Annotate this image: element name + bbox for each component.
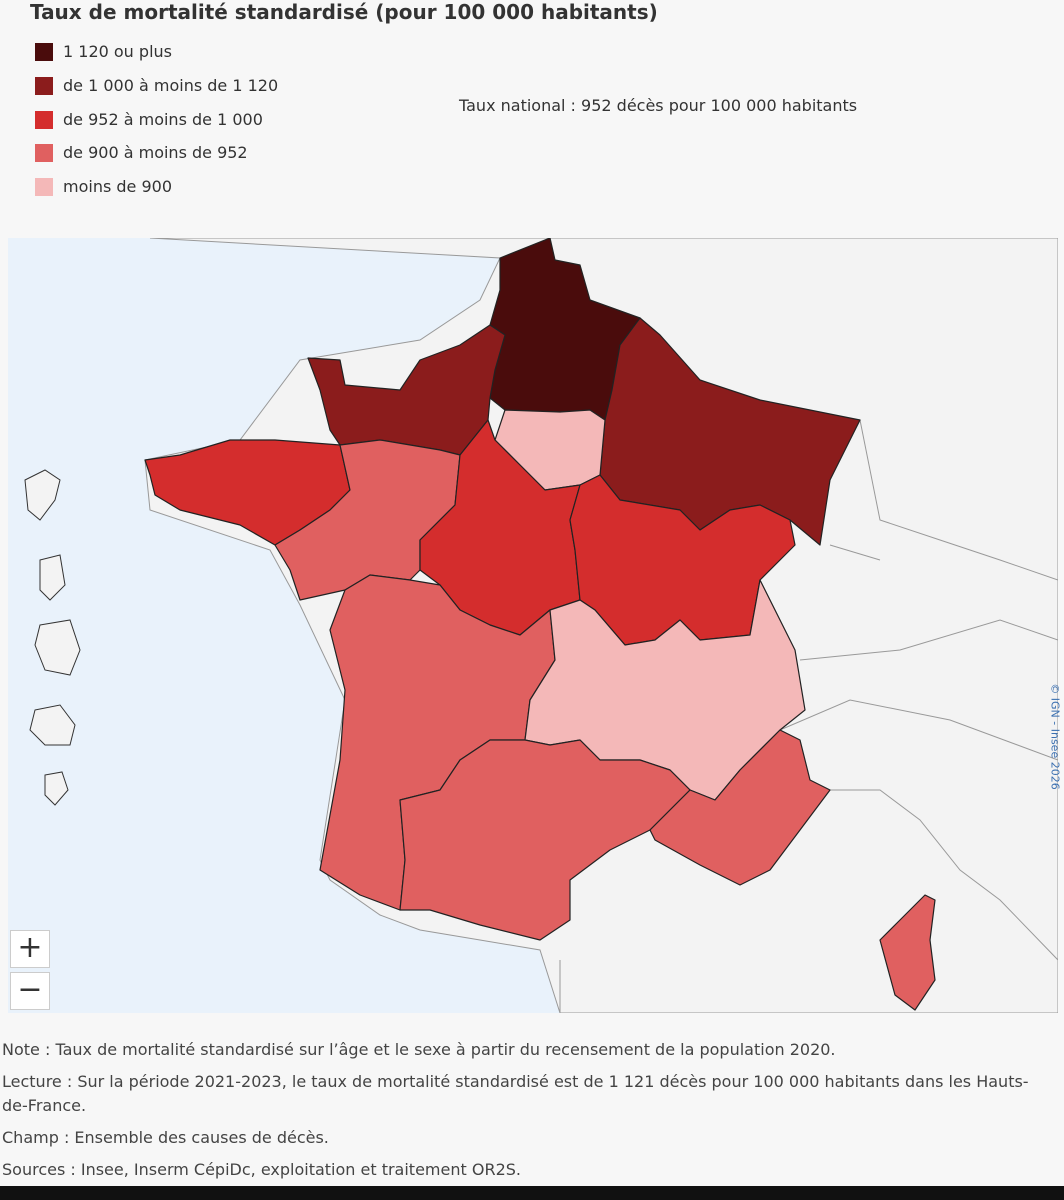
legend-item: de 952 à moins de 1 000: [35, 110, 263, 129]
national-rate: Taux national : 952 décès pour 100 000 h…: [459, 96, 858, 115]
overseas: [24, 469, 81, 806]
region: [307, 324, 506, 456]
region: [649, 729, 831, 886]
note: Lecture : Sur la période 2021-2023, le t…: [2, 1072, 1029, 1115]
zoom-in[interactable]: +: [10, 930, 50, 968]
legend-swatch: [35, 143, 53, 162]
legend-item: moins de 900: [35, 177, 172, 196]
legend-swatch: [35, 177, 53, 196]
bottom-bar: [0, 1186, 1064, 1200]
legend-item: de 900 à moins de 952: [35, 143, 248, 162]
legend-swatch: [35, 110, 53, 129]
zoom-out[interactable]: −: [10, 972, 50, 1010]
legend-swatch: [35, 76, 53, 95]
map: [8, 238, 1058, 1013]
legend-item: de 1 000 à moins de 1 120: [35, 76, 278, 95]
legend-label: 1 120 ou plus: [63, 42, 172, 61]
region: [879, 894, 936, 1011]
legend-label: de 1 000 à moins de 1 120: [63, 76, 279, 95]
legend-label: de 900 à moins de 952: [63, 143, 248, 162]
legend-label: de 952 à moins de 1 000: [63, 110, 263, 129]
legend-swatch: [35, 42, 53, 61]
copyright: © IGN - Insee 2026: [1048, 683, 1062, 790]
legend-label: moins de 900: [63, 177, 173, 196]
note: Sources : Insee, Inserm CépiDc, exploita…: [2, 1160, 521, 1179]
note: Champ : Ensemble des causes de décès.: [2, 1128, 329, 1147]
legend-item: 1 120 ou plus: [35, 42, 172, 61]
borders: [559, 419, 1058, 1013]
title: Taux de mortalité standardisé (pour 100 …: [30, 0, 658, 24]
note: Note : Taux de mortalité standardisé sur…: [2, 1040, 836, 1059]
